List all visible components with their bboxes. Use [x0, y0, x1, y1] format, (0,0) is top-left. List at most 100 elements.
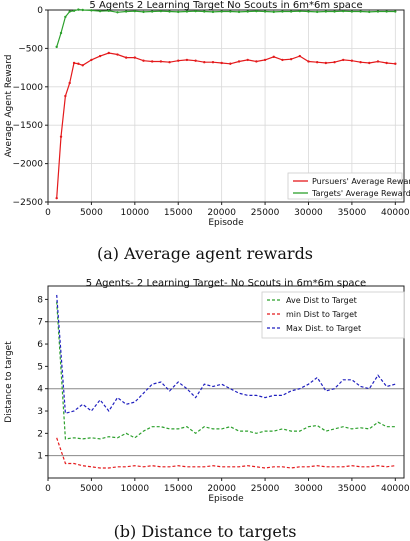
- data-point: [376, 10, 380, 13]
- x-tick-label: 40000: [381, 484, 410, 494]
- data-point: [81, 8, 84, 12]
- data-point: [237, 10, 241, 14]
- data-point: [350, 59, 354, 62]
- x-tick-label: 30000: [294, 484, 323, 494]
- data-point: [229, 10, 232, 13]
- data-point: [90, 9, 93, 12]
- data-point: [177, 10, 180, 14]
- data-point: [64, 15, 67, 19]
- data-point: [229, 62, 232, 65]
- y-tick-label: 4: [37, 385, 43, 395]
- x-tick-label: 15000: [164, 484, 193, 494]
- data-point: [55, 45, 58, 49]
- data-point: [150, 10, 154, 13]
- data-point: [150, 60, 154, 63]
- data-point: [324, 61, 328, 65]
- data-point: [203, 10, 206, 13]
- data-point: [394, 62, 397, 65]
- data-point: [246, 58, 249, 62]
- series-line-2: [56, 8, 396, 48]
- data-point: [98, 9, 102, 13]
- y-tick-label: −2000: [13, 160, 44, 170]
- data-point: [90, 58, 93, 62]
- y-tick-label: 7: [37, 318, 43, 328]
- data-point: [142, 10, 145, 14]
- y-tick-label: 1: [37, 452, 43, 462]
- data-point: [376, 60, 380, 63]
- data-point: [289, 57, 293, 61]
- data-point: [98, 54, 102, 58]
- data-point: [77, 8, 80, 11]
- data-point: [124, 10, 128, 13]
- plot-frame: [47, 9, 405, 203]
- data-point: [185, 58, 189, 62]
- data-point: [77, 62, 80, 65]
- x-tick-label: 0: [45, 208, 51, 218]
- data-point: [281, 10, 284, 13]
- data-point: [263, 10, 267, 13]
- series-line-2: [56, 437, 396, 469]
- x-tick-label: 20000: [207, 484, 236, 494]
- x-tick-label: 40000: [381, 208, 410, 218]
- legend-label: Targets' Average Reward: [311, 189, 410, 198]
- data-point: [333, 61, 336, 64]
- data-point: [211, 10, 215, 14]
- data-point: [350, 10, 354, 13]
- data-point: [107, 9, 110, 12]
- data-point: [272, 10, 275, 14]
- x-tick-label: 35000: [338, 208, 367, 218]
- data-point: [59, 135, 63, 138]
- data-point: [177, 59, 180, 62]
- data-point: [315, 61, 319, 64]
- legend-label: Max Dist. to Target: [286, 324, 361, 333]
- data-point: [159, 9, 163, 13]
- data-point: [359, 10, 362, 13]
- x-axis-label: Episode: [208, 494, 244, 504]
- data-point: [116, 53, 119, 56]
- data-point: [342, 58, 345, 62]
- data-point: [368, 10, 371, 14]
- data-point: [255, 9, 258, 13]
- series-line-1: [56, 301, 396, 440]
- y-tick-label: −1000: [13, 83, 44, 93]
- legend-label: min Dist to Target: [286, 310, 357, 319]
- data-point: [281, 58, 284, 62]
- y-axis-label: Average Agent Reward: [4, 55, 14, 158]
- data-point: [55, 196, 58, 200]
- x-tick-label: 10000: [121, 208, 150, 218]
- data-point: [81, 64, 84, 67]
- data-point: [272, 55, 275, 59]
- data-point: [72, 9, 76, 12]
- x-axis-label: Episode: [208, 218, 244, 228]
- data-point: [324, 10, 328, 13]
- data-point: [142, 59, 145, 62]
- data-point: [185, 10, 189, 13]
- data-point: [203, 61, 206, 64]
- data-point: [342, 9, 345, 13]
- x-tick-label: 5000: [80, 208, 103, 218]
- data-point: [298, 54, 302, 58]
- x-tick-label: 20000: [207, 208, 236, 218]
- y-tick-label: −1500: [13, 121, 44, 131]
- data-point: [72, 61, 76, 65]
- caption-a: (a) Average agent rewards: [96, 244, 314, 263]
- series-line-3: [56, 294, 396, 415]
- data-point: [246, 10, 249, 13]
- data-point: [289, 10, 293, 13]
- y-tick-label: −2500: [13, 198, 44, 208]
- data-point: [168, 10, 171, 13]
- data-point: [220, 10, 223, 13]
- x-tick-label: 10000: [121, 484, 150, 494]
- y-tick-label: 6: [37, 340, 43, 350]
- chart-title: 5 Agents 2 Learning Target No Scouts in …: [89, 0, 362, 11]
- y-tick-label: 0: [37, 6, 43, 16]
- data-point: [385, 10, 388, 13]
- y-tick-label: 3: [37, 407, 43, 417]
- data-point: [298, 9, 302, 13]
- legend-box: [287, 172, 403, 200]
- data-point: [159, 60, 163, 63]
- data-point: [124, 56, 128, 59]
- data-point: [359, 61, 362, 64]
- data-point: [307, 10, 310, 13]
